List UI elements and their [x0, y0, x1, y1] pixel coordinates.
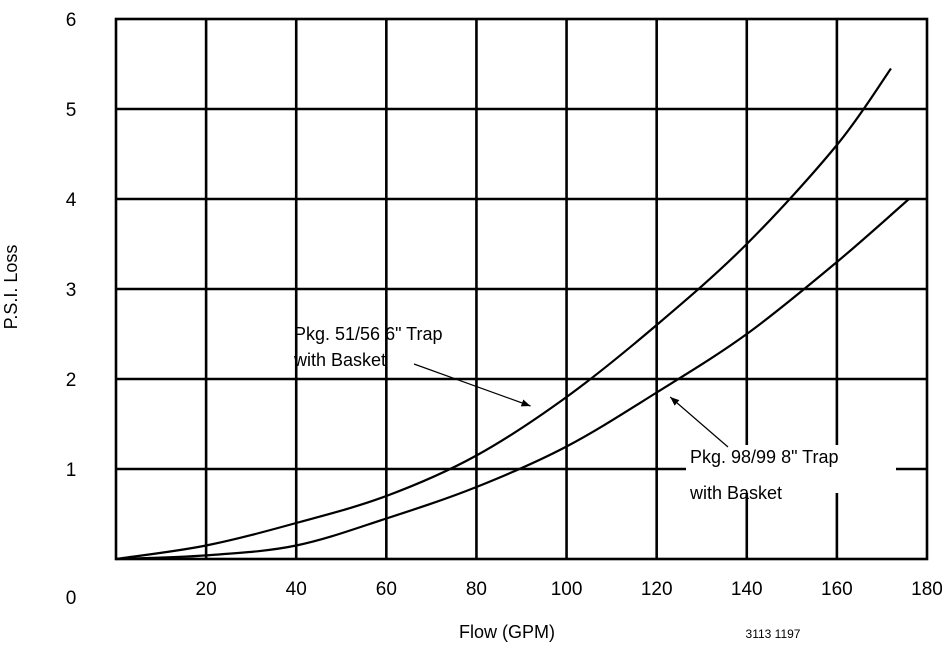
y-tick-label: 2 [66, 370, 77, 391]
annotation-label-2-line-2: with Basket [689, 483, 782, 503]
y-axis-label: P.S.I. Loss [1, 245, 21, 330]
x-tick-label: 120 [641, 579, 673, 600]
y-tick-label: 4 [66, 190, 77, 211]
chart-series [115, 67, 910, 561]
x-axis-label: Flow (GPM) [459, 622, 555, 642]
x-axis-ticks: 20 40 60 80 100 120 140 160 180 [196, 579, 942, 600]
y-tick-label: 1 [66, 460, 77, 481]
x-tick-label: 20 [196, 579, 217, 600]
annotation-arrow-2 [669, 396, 729, 448]
x-tick-label: 40 [286, 579, 307, 600]
x-tick-label: 140 [731, 579, 763, 600]
annotation-label-1-line-1: Pkg. 51/56 6" Trap [294, 324, 442, 344]
annotation-background [686, 445, 896, 493]
annotations: Pkg. 51/56 6" Trap with Basket Pkg. 98/99 … [293, 324, 896, 503]
y-tick-label: 5 [66, 100, 77, 121]
x-tick-label: 60 [376, 579, 397, 600]
plot-frame [114, 17, 929, 561]
annotation-arrow-1 [413, 363, 531, 407]
y-axis-ticks: 1 2 3 4 5 6 [66, 10, 77, 481]
y-tick-label: 6 [66, 10, 77, 31]
origin-tick-label: 0 [66, 588, 77, 609]
annotation-label-2-line-1: Pkg. 98/99 8" Trap [690, 447, 838, 467]
series-line-2 [115, 198, 910, 561]
x-tick-label: 80 [466, 579, 487, 600]
x-tick-label: 160 [821, 579, 853, 600]
series-line-1 [115, 67, 892, 561]
x-tick-label: 100 [551, 579, 583, 600]
annotation-label-1-line-2: with Basket [293, 350, 386, 370]
x-tick-label: 180 [911, 579, 942, 600]
figure-id: 3113 1197 [746, 627, 801, 641]
y-tick-label: 3 [66, 280, 77, 301]
